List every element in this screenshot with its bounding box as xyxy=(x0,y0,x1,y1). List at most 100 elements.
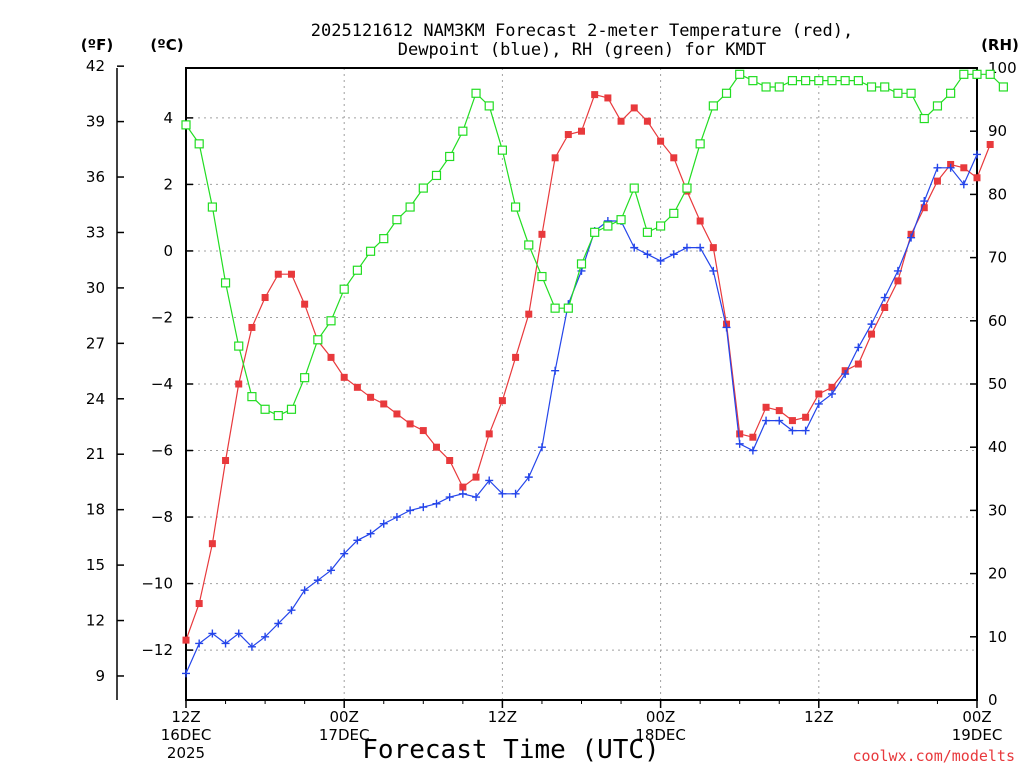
rh-point xyxy=(418,183,428,193)
x-tick-label: 12Z xyxy=(804,708,833,726)
rh-point xyxy=(853,76,863,86)
dewpoint-point xyxy=(524,473,533,482)
rh-point xyxy=(959,69,969,79)
rh-point xyxy=(748,76,758,86)
rh-point xyxy=(510,202,521,212)
2-meter-temperature-point xyxy=(459,483,467,491)
dewpoint-point xyxy=(327,566,336,575)
rh-point xyxy=(392,215,402,225)
fahrenheit-tick-label: 12 xyxy=(86,612,105,630)
dewpoint-point xyxy=(406,506,415,515)
rh-point xyxy=(721,88,732,98)
dewpoint-point xyxy=(247,642,256,651)
rh-point xyxy=(458,126,468,136)
2-meter-temperature-point xyxy=(617,117,625,125)
fahrenheit-tick-label: 21 xyxy=(86,445,105,463)
celsius-tick-label: 2 xyxy=(163,175,173,193)
rh-point xyxy=(840,76,850,86)
2-meter-temperature-point xyxy=(973,174,981,182)
rh-point xyxy=(603,221,613,231)
credit-link[interactable]: coolwx.com/modelts xyxy=(852,747,1015,765)
2-meter-temperature-point xyxy=(353,383,361,391)
x-tick-label: 00Z xyxy=(330,708,359,726)
rh-point xyxy=(247,392,257,402)
rh-point xyxy=(695,139,705,149)
rh-point xyxy=(985,69,995,79)
2-meter-temperature-point xyxy=(802,413,810,421)
celsius-tick-label: −12 xyxy=(141,641,173,659)
dewpoint-point xyxy=(827,389,836,398)
2-meter-temperature-point xyxy=(828,383,836,391)
rh-point xyxy=(787,76,798,86)
rh-point xyxy=(260,404,270,414)
x-tick-label: 17DEC xyxy=(319,726,370,744)
dewpoint-point xyxy=(234,629,243,638)
dewpoint-point xyxy=(973,150,981,159)
dewpoint-point xyxy=(498,489,507,498)
2-meter-temperature-point xyxy=(261,294,269,302)
2-meter-temperature-point xyxy=(248,323,256,331)
rh-point xyxy=(669,208,679,218)
rh-point xyxy=(194,139,204,149)
rh-point xyxy=(471,88,481,98)
2-meter-temperature-point xyxy=(604,94,612,102)
rh-point xyxy=(932,101,943,111)
celsius-tick-label: 0 xyxy=(163,242,173,260)
fahrenheit-tick-label: 15 xyxy=(86,556,105,574)
dewpoint-point xyxy=(511,489,520,498)
2-meter-temperature-point xyxy=(960,164,968,172)
rh-point xyxy=(590,227,600,237)
2-meter-temperature-point xyxy=(498,397,506,405)
2-meter-temperature-point xyxy=(538,230,546,238)
x-axis-label: Forecast Time (UTC) xyxy=(362,735,659,765)
rh-tick-label: 70 xyxy=(988,249,1007,267)
gridlines xyxy=(186,68,977,700)
fahrenheit-unit-label: (ºF) xyxy=(81,36,113,54)
rh-point xyxy=(300,373,310,383)
2-meter-temperature-point xyxy=(749,433,757,441)
dewpoint-point xyxy=(867,320,876,329)
dewpoint-point xyxy=(880,293,889,302)
dewpoint-point xyxy=(643,250,652,259)
dewpoint-point xyxy=(313,576,322,585)
dewpoint-point xyxy=(933,163,942,172)
2-meter-temperature-point xyxy=(301,300,309,308)
rh-point xyxy=(880,82,890,92)
dewpoint-point xyxy=(366,529,375,538)
2-meter-temperature-point xyxy=(274,270,282,278)
2-meter-temperature-point xyxy=(868,330,876,338)
2-meter-temperature-point xyxy=(788,417,796,425)
rh-point xyxy=(906,88,916,98)
rh-point xyxy=(286,404,297,414)
dewpoint-point xyxy=(353,536,362,545)
dewpoint-point xyxy=(300,586,309,595)
rh-point xyxy=(801,76,811,86)
2-meter-temperature-point xyxy=(222,457,230,465)
2-meter-temperature-point xyxy=(670,154,678,162)
dewpoint-point xyxy=(432,499,441,508)
dewpoint-point xyxy=(854,343,863,352)
rh-point xyxy=(220,278,231,288)
dewpoint-point xyxy=(722,323,731,332)
rh-point xyxy=(524,240,534,250)
rh-point xyxy=(234,341,244,351)
2-meter-temperature-point xyxy=(854,360,862,368)
rh-point xyxy=(735,69,745,79)
rh-point xyxy=(550,303,560,313)
2-meter-temperature-point xyxy=(894,277,902,285)
2-meter-temperature-point xyxy=(815,390,823,398)
2-meter-temperature-point xyxy=(327,353,335,361)
dewpoint-point xyxy=(208,629,217,638)
rh-tick-label: 80 xyxy=(988,185,1007,203)
chart-title-line-1: 2025121612 NAM3KM Forecast 2-meter Tempe… xyxy=(311,21,853,41)
dewpoint-point xyxy=(841,370,850,379)
rh-point xyxy=(814,76,824,86)
dewpoint-point xyxy=(274,619,283,628)
fahrenheit-tick-label: 36 xyxy=(86,168,105,186)
dewpoint-point xyxy=(907,233,916,242)
dewpoint-point xyxy=(762,416,771,425)
2-meter-temperature-point xyxy=(419,427,427,435)
dewpoint-point xyxy=(893,266,902,275)
dewpoint-point xyxy=(630,243,639,252)
